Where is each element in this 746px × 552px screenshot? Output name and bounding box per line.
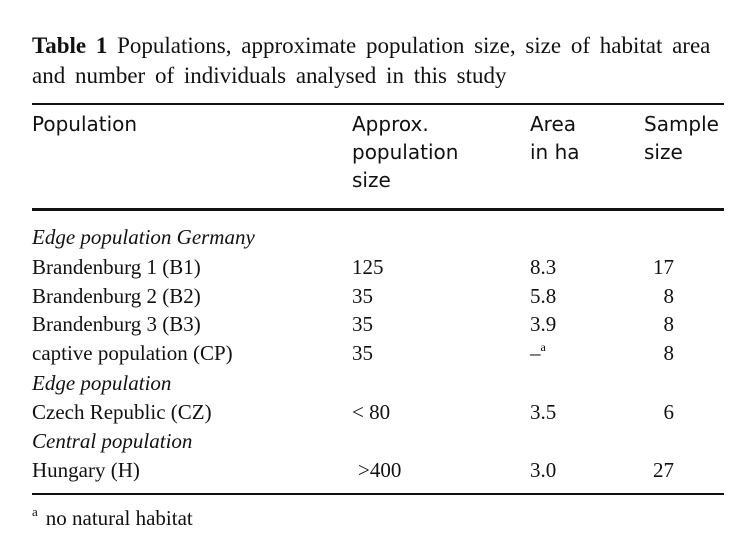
header-size-line: population bbox=[352, 140, 459, 164]
header-size-line: size bbox=[352, 168, 391, 192]
caption-text: Populations, approximate population size… bbox=[32, 33, 711, 88]
population-size: 35 bbox=[352, 312, 373, 336]
population-name: Brandenburg 1 (B1) bbox=[32, 255, 201, 279]
sample-size: 6 bbox=[663, 400, 675, 424]
group-heading-germany: Edge population Germany bbox=[32, 225, 255, 249]
top-rule bbox=[32, 103, 724, 105]
population-size: 35 bbox=[352, 341, 373, 365]
footnote-marker: a bbox=[540, 340, 546, 354]
sample-size: 27 bbox=[653, 458, 674, 482]
header-sample-size: Sample size bbox=[644, 110, 734, 166]
sample-size: 17 bbox=[653, 255, 674, 279]
table-row: Brandenburg 1 (B1) 125 8.3 17 bbox=[0, 253, 746, 282]
habitat-area: –a bbox=[530, 339, 546, 368]
population-name: Brandenburg 2 (B2) bbox=[32, 284, 201, 308]
table-label: Table 1 bbox=[32, 33, 108, 58]
header-area-line: Area bbox=[530, 112, 577, 136]
bottom-rule bbox=[32, 493, 724, 495]
header-sample-line: Sample bbox=[644, 112, 719, 136]
header-population: Population bbox=[32, 112, 138, 136]
header-area-line: in ha bbox=[530, 140, 580, 164]
sample-size: 8 bbox=[663, 284, 675, 308]
sample-size: 8 bbox=[663, 312, 675, 336]
area-dash: – bbox=[530, 341, 541, 365]
sample-size: 8 bbox=[663, 341, 675, 365]
table-row: Brandenburg 2 (B2) 35 5.8 8 bbox=[0, 282, 746, 311]
header-sample-line: size bbox=[644, 140, 683, 164]
population-name: Brandenburg 3 (B3) bbox=[32, 312, 201, 336]
population-size: 35 bbox=[352, 284, 373, 308]
population-name: captive population (CP) bbox=[32, 341, 233, 365]
table-row: Hungary (H) >400 3.0 27 bbox=[0, 456, 746, 485]
habitat-area: 3.0 bbox=[530, 458, 557, 482]
population-size: < 80 bbox=[352, 400, 391, 424]
table-caption: Table 1 Populations, approximate populat… bbox=[32, 31, 732, 91]
footnote-marker: a bbox=[32, 504, 38, 519]
table-row: captive population (CP) 35 –a 8 bbox=[0, 339, 746, 368]
header-population-size: Approx. population size bbox=[352, 110, 512, 194]
habitat-area: 3.9 bbox=[530, 312, 557, 336]
footnote-text: no natural habitat bbox=[45, 506, 193, 530]
population-name: Hungary (H) bbox=[32, 458, 140, 482]
habitat-area: 3.5 bbox=[530, 400, 557, 424]
header-area: Area in ha bbox=[530, 110, 620, 166]
table-row: Brandenburg 3 (B3) 35 3.9 8 bbox=[0, 310, 746, 339]
table-row: Czech Republic (CZ) < 80 3.5 6 bbox=[0, 398, 746, 427]
header-rule bbox=[32, 208, 724, 211]
header-size-line: Approx. bbox=[352, 112, 429, 136]
habitat-area: 8.3 bbox=[530, 255, 557, 279]
group-heading-central: Central population bbox=[32, 429, 193, 453]
population-size: >400 bbox=[358, 458, 402, 482]
footnote: a no natural habitat bbox=[32, 504, 193, 532]
population-name: Czech Republic (CZ) bbox=[32, 400, 212, 424]
group-heading-edge: Edge population bbox=[32, 371, 172, 395]
population-size: 125 bbox=[352, 255, 384, 279]
habitat-area: 5.8 bbox=[530, 284, 557, 308]
